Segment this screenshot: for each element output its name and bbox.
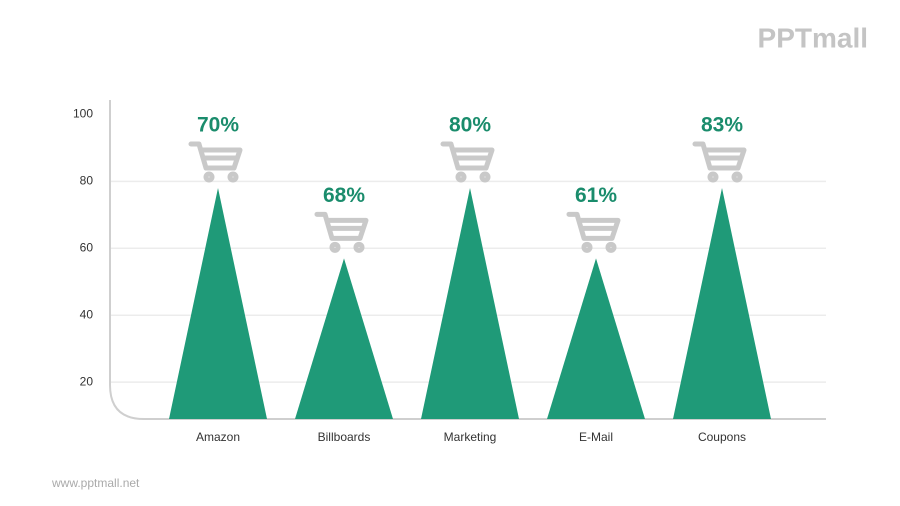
y-tick-label: 60: [80, 240, 94, 254]
cart-body: [188, 141, 243, 171]
y-tick-label: 40: [80, 307, 94, 321]
cart-wheel: [707, 171, 719, 183]
x-tick-label: E-Mail: [579, 430, 613, 444]
data-label: 61%: [575, 184, 617, 207]
cart-wheel: [581, 241, 593, 253]
cart-body: [692, 141, 747, 171]
x-tick-label: Coupons: [698, 430, 746, 444]
cart-icon: [440, 141, 495, 183]
y-tick-label: 100: [73, 107, 93, 121]
x-tick-label: Amazon: [196, 430, 240, 444]
cart-wheel: [455, 171, 467, 183]
cart-wheel: [227, 171, 239, 183]
data-label: 83%: [701, 114, 743, 137]
y-tick-label: 20: [80, 374, 94, 388]
cart-body: [566, 211, 621, 241]
y-tick-label: 80: [80, 174, 94, 188]
cart-wheel: [731, 171, 743, 183]
x-tick-label: Marketing: [444, 430, 497, 444]
cart-body: [314, 211, 369, 241]
cart-icon: [566, 211, 621, 253]
footer: www.pptmall.net: [51, 476, 140, 490]
cart-wheel: [203, 171, 215, 183]
cart-icon: [188, 141, 243, 183]
cart-wheel: [605, 241, 617, 253]
cart-icon: [692, 141, 747, 183]
logo: PPTmall: [758, 22, 868, 53]
axis: [109, 100, 826, 420]
triangle-bar: [421, 188, 519, 419]
x-tick-label: Billboards: [318, 430, 371, 444]
cart-icon: [314, 211, 369, 253]
data-label: 80%: [449, 114, 491, 137]
triangle-bar: [169, 188, 267, 419]
cart-body: [440, 141, 495, 171]
triangle-bar: [673, 188, 771, 419]
cart-wheel: [353, 241, 365, 253]
cart-wheel: [329, 241, 341, 253]
data-label: 68%: [323, 184, 365, 207]
cart-wheel: [479, 171, 491, 183]
triangle-bar: [547, 258, 645, 419]
data-label: 70%: [197, 114, 239, 137]
triangle-bar: [295, 258, 393, 419]
